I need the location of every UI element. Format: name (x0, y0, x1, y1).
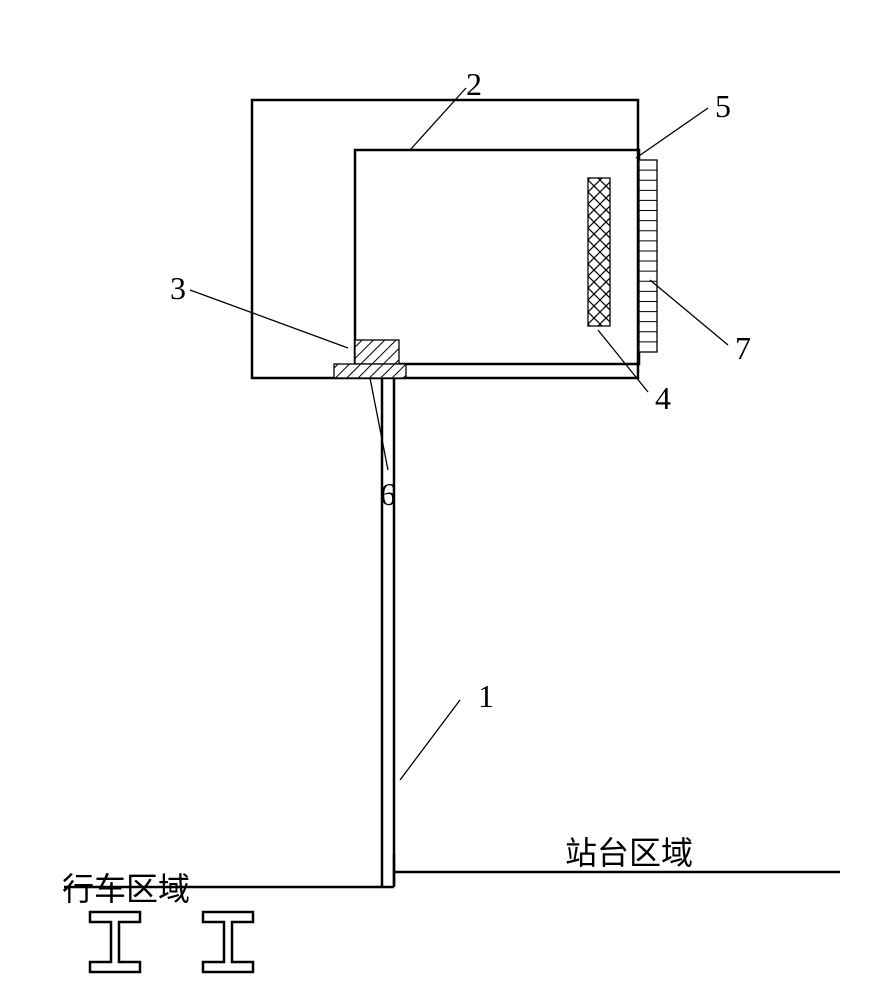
label-2: 2 (466, 68, 482, 100)
driving-area-label: 行车区域 (62, 873, 190, 905)
label-1: 1 (478, 680, 494, 712)
label-4: 4 (655, 382, 671, 414)
label-6: 6 (380, 478, 396, 510)
schematic-svg (0, 0, 869, 1000)
label-7: 7 (735, 332, 751, 364)
platform-area-label: 站台区域 (565, 837, 693, 869)
label-5: 5 (715, 90, 731, 122)
diagram-root: 1 2 3 4 5 6 7 行车区域 站台区域 (0, 0, 869, 1000)
label-3: 3 (170, 272, 186, 304)
